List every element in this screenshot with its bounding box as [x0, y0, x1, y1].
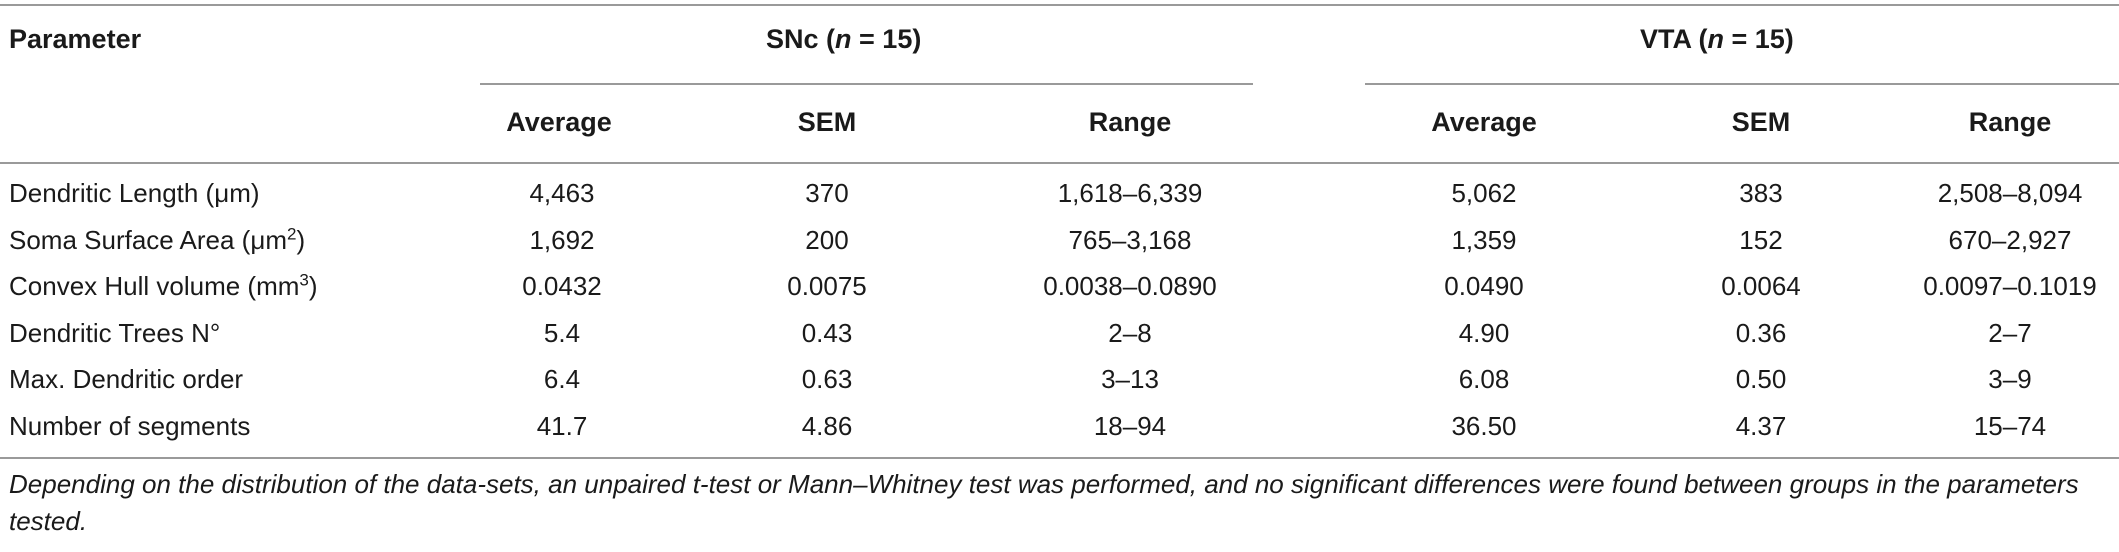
- table-row: Convex Hull volume (mm3) 0.0432 0.0075 0.00…: [0, 271, 2119, 318]
- cell-snc-range: 18–94: [1093, 411, 1167, 441]
- header-rule: [0, 162, 2119, 164]
- row-parameter: Number of segments: [9, 411, 469, 442]
- row-parameter: Convex Hull volume (mm3): [9, 271, 469, 302]
- parameter-superscript: 3: [299, 270, 309, 290]
- parameter-text: Number of segments: [9, 411, 251, 441]
- cell-snc-sem: 0.0075: [787, 271, 867, 301]
- header-vta-n: n: [1707, 24, 1725, 54]
- cell-vta-range: 2–7: [1988, 318, 2032, 348]
- cell-vta-average: 6.08: [1458, 364, 1510, 394]
- subheader-snc-average: Average: [506, 107, 612, 137]
- cell-snc-average: 5.4: [543, 318, 581, 348]
- parameter-text: Max. Dendritic order: [9, 364, 244, 394]
- header-snc-prefix: SNc (: [766, 24, 836, 54]
- header-snc-n: n: [835, 24, 852, 54]
- parameter-text: Dendritic Length (μm): [9, 178, 260, 208]
- cell-vta-sem: 152: [1739, 225, 1783, 255]
- cell-snc-sem: 200: [805, 225, 849, 255]
- cell-vta-range: 2,508–8,094: [1937, 178, 2083, 208]
- cell-vta-sem: 0.50: [1735, 364, 1787, 394]
- cell-snc-range: 2–8: [1108, 318, 1152, 348]
- table-row: Max. Dendritic order 6.4 0.63 3–13 6.08 0.50 3…: [0, 364, 2119, 411]
- parameter-text-after: ): [296, 225, 306, 255]
- cell-snc-average: 0.0432: [522, 271, 602, 301]
- cell-vta-average: 36.50: [1451, 411, 1517, 441]
- header-vta-prefix: VTA (: [1640, 24, 1708, 54]
- cell-vta-range: 3–9: [1988, 364, 2032, 394]
- header-parameter: Parameter: [9, 24, 142, 54]
- cell-snc-sem: 0.63: [801, 364, 853, 394]
- table-row: Number of segments 41.7 4.86 18–94 36.50 4.37…: [0, 411, 2119, 458]
- vta-group-rule: [1365, 83, 2119, 85]
- parameter-text: Dendritic Trees N°: [9, 318, 221, 348]
- cell-snc-sem: 0.43: [801, 318, 853, 348]
- subheader-vta-sem: SEM: [1731, 107, 1791, 137]
- bottom-rule: [0, 457, 2119, 459]
- table-footnote: Depending on the distribution of the dat…: [9, 469, 2079, 536]
- cell-snc-sem: 370: [805, 178, 849, 208]
- cell-snc-range: 1,618–6,339: [1057, 178, 1203, 208]
- row-parameter: Soma Surface Area (μm2): [9, 225, 469, 256]
- cell-vta-range: 15–74: [1973, 411, 2047, 441]
- cell-vta-average: 1,359: [1451, 225, 1517, 255]
- cell-snc-sem: 4.86: [801, 411, 853, 441]
- cell-vta-average: 5,062: [1451, 178, 1517, 208]
- cell-snc-average: 41.7: [536, 411, 588, 441]
- cell-snc-range: 0.0038–0.0890: [1043, 271, 1217, 301]
- parameter-text-after: ): [308, 271, 318, 301]
- cell-snc-average: 6.4: [543, 364, 581, 394]
- row-parameter: Max. Dendritic order: [9, 364, 469, 395]
- cell-snc-range: 3–13: [1101, 364, 1159, 394]
- table-row: Dendritic Trees N° 5.4 0.43 2–8 4.90 0.36 2–7: [0, 318, 2119, 365]
- row-parameter: Dendritic Trees N°: [9, 318, 469, 349]
- parameter-text: Soma Surface Area (μm: [9, 225, 287, 255]
- top-rule: [0, 4, 2119, 6]
- cell-vta-range: 670–2,927: [1948, 225, 2072, 255]
- subheader-snc-sem: SEM: [797, 107, 857, 137]
- row-parameter: Dendritic Length (μm): [9, 178, 469, 209]
- parameter-superscript: 2: [286, 224, 297, 244]
- cell-vta-sem: 0.0064: [1721, 271, 1801, 301]
- header-snc-suffix: = 15): [851, 24, 922, 54]
- cell-vta-average: 4.90: [1458, 318, 1510, 348]
- cell-vta-sem: 0.36: [1735, 318, 1787, 348]
- table-row: Dendritic Length (μm) 4,463 370 1,618–6,339…: [0, 178, 2119, 225]
- table-row: Soma Surface Area (μm2) 1,692 200 765–3,168…: [0, 225, 2119, 272]
- subheader-snc-range: Range: [1088, 107, 1172, 137]
- subheader-vta-range: Range: [1968, 107, 2052, 137]
- cell-vta-sem: 383: [1739, 178, 1783, 208]
- cell-snc-range: 765–3,168: [1068, 225, 1192, 255]
- cell-vta-range: 0.0097–0.1019: [1923, 271, 2097, 301]
- cell-snc-average: 4,463: [529, 178, 595, 208]
- cell-vta-sem: 4.37: [1735, 411, 1787, 441]
- header-group-snc: SNc (n = 15): [766, 24, 921, 55]
- cell-snc-average: 1,692: [529, 225, 595, 255]
- subheader-vta-average: Average: [1431, 107, 1537, 137]
- snc-group-rule: [480, 83, 1253, 85]
- parameter-text: Convex Hull volume (mm: [9, 271, 300, 301]
- header-group-vta: VTA (n = 15): [1640, 24, 1794, 55]
- header-vta-suffix: = 15): [1724, 24, 1794, 54]
- cell-vta-average: 0.0490: [1444, 271, 1524, 301]
